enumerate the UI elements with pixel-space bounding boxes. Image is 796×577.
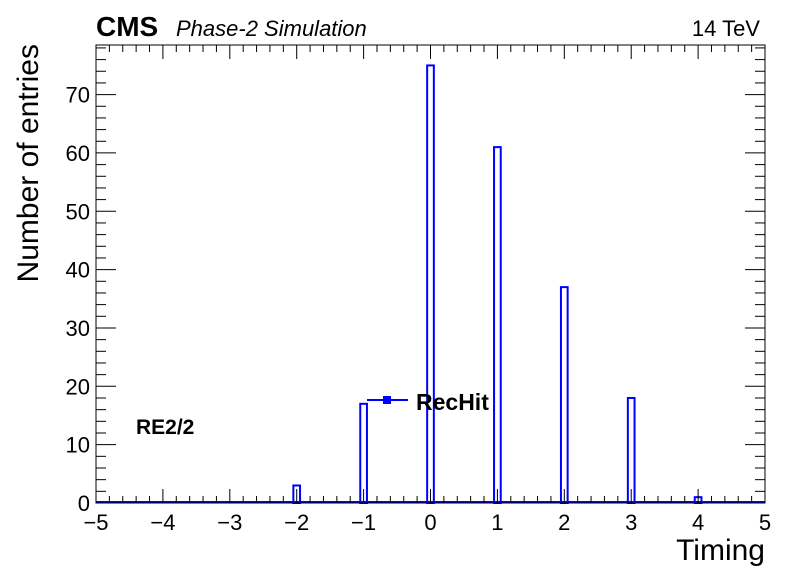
x-tick-label: 5 — [759, 510, 771, 535]
x-tick-label: 2 — [558, 510, 570, 535]
x-tick-label: 1 — [491, 510, 503, 535]
y-axis-label: Number of entries — [12, 44, 45, 282]
x-tick-label: −4 — [150, 510, 175, 535]
legend-marker — [383, 396, 391, 404]
y-tick-label: 40 — [66, 258, 90, 283]
histogram-bar — [559, 286, 569, 504]
axis-ticks — [95, 45, 766, 504]
x-axis-label: Timing — [676, 534, 765, 567]
x-tick-label: −5 — [83, 510, 108, 535]
y-tick-label: 30 — [66, 316, 90, 341]
energy-label: 14 TeV — [692, 16, 760, 41]
y-tick-label: 60 — [66, 141, 90, 166]
y-tick-label: 70 — [66, 83, 90, 108]
x-tick-label: −1 — [351, 510, 376, 535]
histogram-bar — [493, 146, 502, 505]
x-tick-label: −2 — [284, 510, 309, 535]
chamber-annotation: RE2/2 — [136, 416, 194, 439]
histogram-bars — [96, 64, 765, 505]
x-tick-label: 3 — [625, 510, 637, 535]
legend: RecHit — [367, 389, 489, 415]
histogram-bar — [426, 64, 435, 504]
y-tick-label: 0 — [78, 491, 90, 516]
histogram-bar — [359, 402, 368, 504]
x-tick-label: 4 — [692, 510, 704, 535]
phase2-simulation-label: Phase-2 Simulation — [176, 16, 367, 41]
x-tick-label: 0 — [424, 510, 436, 535]
cms-label: CMS — [96, 11, 158, 42]
y-tick-label: 20 — [66, 374, 90, 399]
y-tick-label: 50 — [66, 199, 90, 224]
y-tick-label: 10 — [66, 433, 90, 458]
plot-frame — [95, 44, 766, 504]
x-tick-label: −3 — [217, 510, 242, 535]
legend-entry-rechit: RecHit — [416, 389, 489, 415]
axes — [95, 44, 766, 504]
histogram-bar — [626, 396, 636, 505]
